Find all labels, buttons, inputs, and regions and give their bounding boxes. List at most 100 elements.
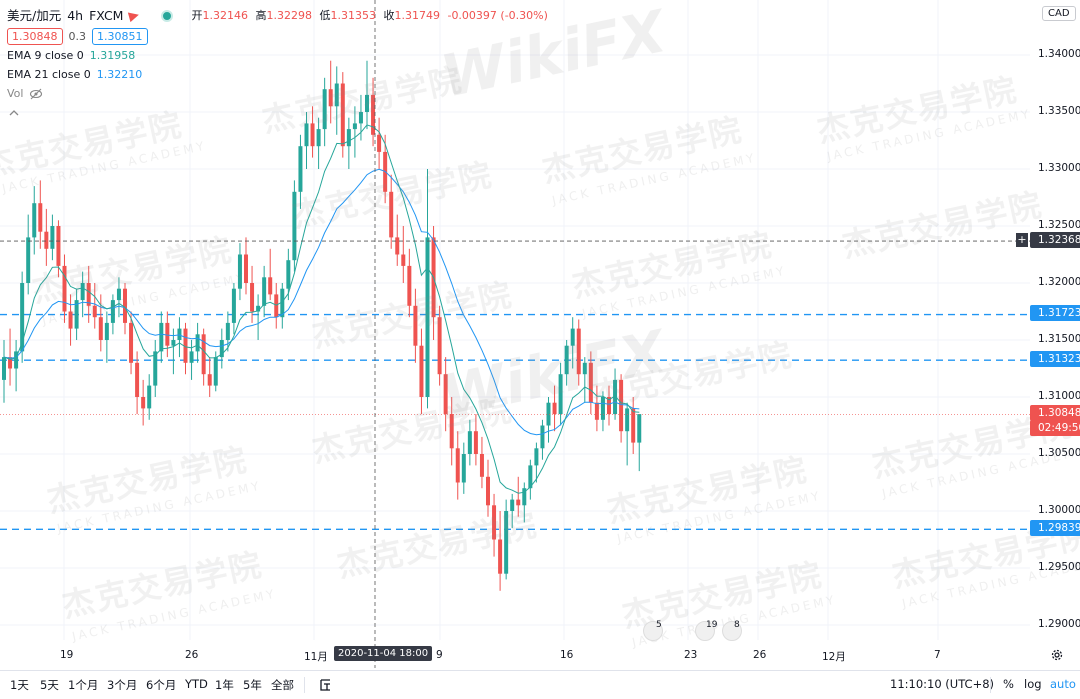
candle-body [613,379,618,415]
range-1y-button[interactable]: 1年 [215,678,234,692]
candle-body [213,357,218,386]
candle-body [498,539,503,574]
chart-legend: 美元/加元 4h FXCM 开1.32146 高1.32298 低1.31353… [7,6,552,122]
candle-body [473,431,478,454]
candle-body [153,351,158,386]
range-6m-button[interactable]: 6个月 [146,678,177,692]
ema21-legend[interactable]: EMA 21 close 0 1.32210 [7,65,552,84]
currency-selector[interactable]: CAD [1042,6,1076,21]
candle-body [80,283,85,301]
candle-body [534,448,539,466]
candle-body [449,414,454,449]
candle-body [594,402,599,420]
economic-event-icon[interactable] [722,621,742,641]
candle-body [352,123,357,130]
candle-body [486,476,490,506]
time-tick: 12月 [822,651,846,663]
price-tick: 1.30500 [1038,447,1080,459]
candle-body [98,317,103,340]
candle-body [316,129,321,147]
data-source: FXCM [89,7,124,23]
eye-hidden-icon[interactable] [29,88,43,100]
range-3m-button[interactable]: 3个月 [107,678,138,692]
candle-body [20,283,25,352]
candle-body [262,277,267,306]
percent-toggle[interactable]: % [1003,677,1014,691]
candle-body [510,499,515,511]
candle-body [304,123,309,147]
clock[interactable]: 11:10:10 (UTC+8) [890,677,995,691]
candle-body [328,89,333,107]
candle-body [159,322,164,352]
open-value: 1.32146 [202,8,248,22]
auto-toggle[interactable]: auto [1050,677,1076,691]
range-5d-button[interactable]: 5天 [40,678,59,692]
candle-body [310,123,315,147]
ema21-value: 1.32210 [96,67,143,81]
range-ytd-button[interactable]: YTD [185,677,208,691]
candle-body [219,340,224,358]
low-key: 低 [319,8,331,22]
bottom-divider [304,677,305,693]
candle-body [62,265,67,312]
flag-icon[interactable] [128,9,141,22]
gear-icon[interactable] [1050,648,1064,662]
economic-event-icon[interactable] [695,621,715,641]
goto-date-icon[interactable] [318,677,334,693]
price-tick: 1.31500 [1038,333,1080,345]
time-tick: 11月 [304,651,328,663]
ema9-line [3,124,640,494]
sell-price-button[interactable]: 1.30848 [7,28,63,45]
crosshair-plus-icon[interactable]: + [1016,233,1028,247]
price-chart[interactable] [0,0,1030,668]
range-all-button[interactable]: 全部 [271,678,294,692]
candle-body [231,288,236,323]
log-toggle[interactable]: log [1024,677,1042,691]
change-value: -0.00397 (-0.30%) [447,8,548,22]
vertical-gridlines [63,0,939,640]
ema21-label: EMA 21 close 0 [7,67,91,81]
high-value: 1.32298 [266,8,312,22]
spread: 0.3 [68,29,87,43]
candle-body [425,237,430,397]
range-1m-button[interactable]: 1个月 [68,678,99,692]
interval[interactable]: 4h [67,7,84,23]
close-key: 收 [383,8,395,22]
candle-body [631,408,636,443]
hline-price-label: 1.29839 [1030,520,1080,536]
ema9-legend[interactable]: EMA 9 close 0 1.31958 [7,46,552,65]
candle-body [619,379,624,432]
candle-body [455,448,460,483]
candle-body [546,402,551,426]
candle-body [607,397,611,415]
event-count: 5 [656,620,662,630]
candle-body [129,322,134,363]
candle-body [461,454,466,483]
vol-legend[interactable]: Vol [7,84,552,103]
market-status-icon[interactable] [161,9,174,22]
candle-body [522,488,527,506]
range-1d-button[interactable]: 1天 [10,678,29,692]
price-tick: 1.33000 [1038,162,1080,174]
symbol-name[interactable]: 美元/加元 [7,7,62,23]
candle-body [141,397,146,409]
price-tick: 1.34000 [1038,48,1080,60]
economic-event-icon[interactable] [643,621,663,641]
buy-price-button[interactable]: 1.30851 [92,28,148,45]
price-tick: 1.31000 [1038,390,1080,402]
candle-body [280,288,285,318]
candle-body [225,322,230,340]
candle-body [286,260,291,289]
bottom-toolbar: 1天 5天 1个月 3个月 6个月 YTD 1年 5年 全部 11:10:10 … [0,670,1080,699]
candle-body [528,465,533,489]
range-5y-button[interactable]: 5年 [243,678,262,692]
horizontal-gridlines [0,54,1030,626]
chevron-up-icon[interactable] [7,108,21,118]
candle-body [504,511,509,574]
candle-body [358,112,363,124]
candle-body [74,300,79,329]
price-tick: 1.29000 [1038,618,1080,630]
candle-body [564,345,569,375]
candle-body [116,288,121,301]
candle-body [56,226,61,266]
